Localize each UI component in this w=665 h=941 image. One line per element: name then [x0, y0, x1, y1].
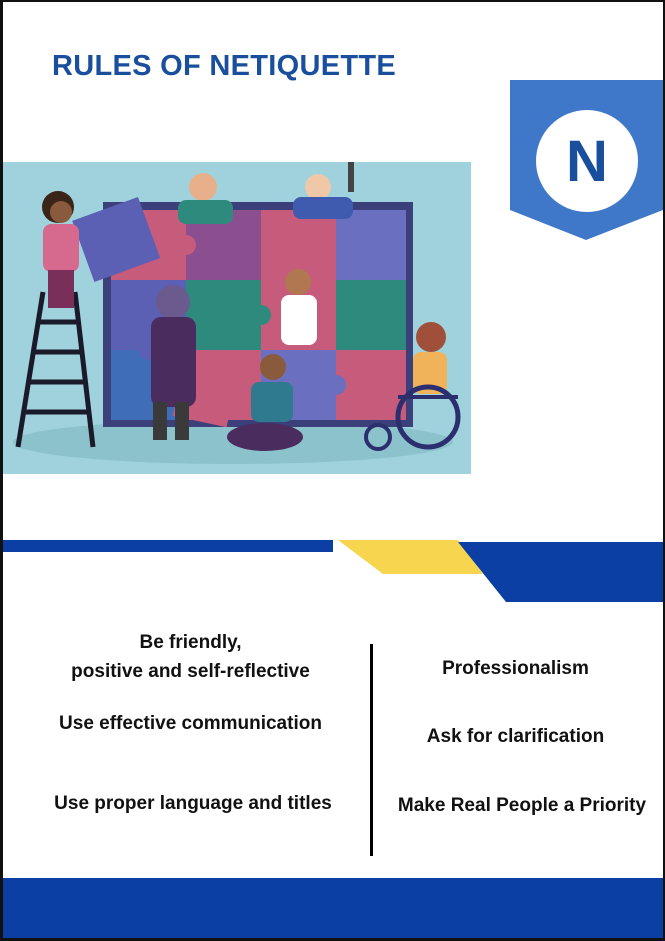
column-divider: [370, 644, 373, 856]
rule-be-friendly: Be friendly, positive and self-reflectiv…: [3, 628, 378, 687]
rule-professionalism: Professionalism: [442, 658, 589, 679]
page-title: RULES OF NETIQUETTE: [52, 50, 397, 82]
rule-effective-communication: Use effective communication: [59, 713, 322, 734]
rule-ask-for-clarification: Ask for clarification: [426, 726, 605, 747]
footer-bar: [3, 878, 663, 938]
rule-real-people-priority: Make Real People a Priority: [397, 795, 647, 816]
poster-page: RULES OF NETIQUETTE N: [3, 2, 663, 938]
n-badge-banner: N: [510, 80, 663, 242]
rule-proper-language: Use proper language and titles: [54, 793, 332, 814]
banner-ribbon: [510, 80, 663, 240]
banner-letter-n: N: [566, 128, 608, 194]
rule-be-friendly-line2: positive and self-reflective: [71, 661, 310, 683]
rule-be-friendly-line1: Be friendly,: [139, 632, 242, 653]
teamwork-puzzle-illustration: [3, 162, 471, 474]
decorative-stripe: [3, 540, 663, 602]
